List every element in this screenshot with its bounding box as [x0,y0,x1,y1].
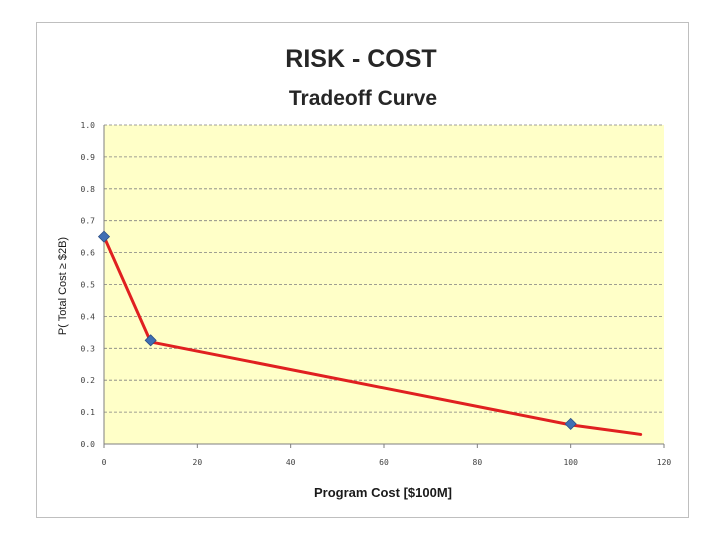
y-tick-label-2: 0.2 [81,376,96,385]
data-point-marker-0 [97,230,111,243]
y-tick-labels: 0.0 0.1 0.2 0.3 0.4 0.5 0.6 0.7 0.8 0.9 1.0 [81,121,96,449]
x-tick-label-2: 40 [286,458,296,467]
series [102,235,643,436]
y-tick-label-7: 0.7 [81,217,96,226]
y-tick-label-9: 0.9 [81,153,96,162]
data-point-marker-2 [564,417,577,430]
data-markers [97,230,577,430]
y-tick-label-8: 0.8 [81,185,96,194]
chart-title: RISK - COST [285,45,436,73]
x-axis-label: Program Cost [$100M] [314,485,452,500]
x-tick-label-6: 120 [657,458,672,467]
y-tick-label-5: 0.5 [81,281,96,290]
y-axis-label: P( Total Cost ≥ $2B) [57,237,69,335]
y-tick-label-0: 0.0 [81,440,96,449]
x-tick-label-1: 20 [193,458,203,467]
y-tick-label-4: 0.4 [81,312,96,321]
x-tick-label-3: 60 [379,458,389,467]
x-tick-label-0: 0 [102,458,107,467]
x-tick-label-5: 100 [563,458,578,467]
y-tick-label-3: 0.3 [81,344,96,353]
gridlines [104,124,664,413]
y-tick-label-6: 0.6 [81,249,96,258]
chart-subtitle: Tradeoff Curve [289,87,437,110]
series-line-0 [102,235,643,436]
y-tick-label-1: 0.1 [81,408,96,417]
data-point-marker-1 [144,334,157,347]
x-tick-labels: 0 20 40 60 80 100 120 [102,444,672,467]
x-tick-label-4: 80 [473,458,483,467]
y-tick-label-10: 1.0 [81,121,96,130]
